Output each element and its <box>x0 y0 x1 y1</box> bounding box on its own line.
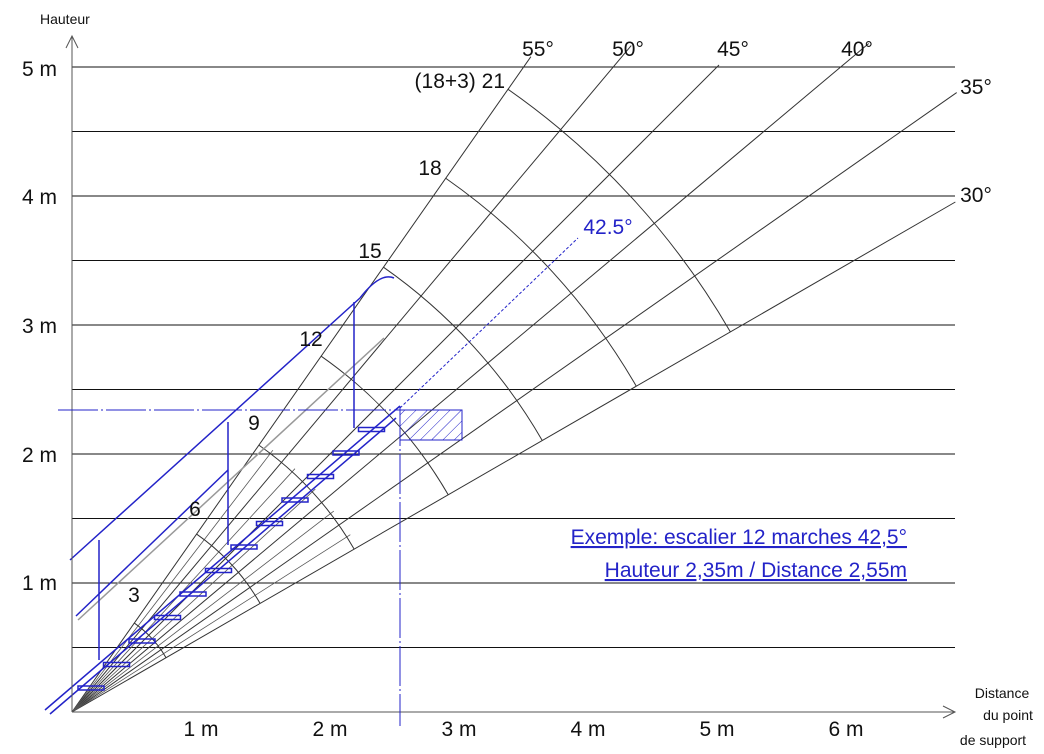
handrail <box>75 469 229 617</box>
ray <box>71 488 316 713</box>
step-arc <box>320 355 449 496</box>
ray <box>71 45 632 713</box>
step-label: 6 <box>189 498 201 521</box>
step <box>255 520 284 527</box>
angle-label: 45° <box>717 38 749 61</box>
stair-drawing <box>44 276 401 715</box>
step <box>102 661 131 668</box>
step-label: 15 <box>358 240 381 263</box>
floor-hatch <box>399 409 463 441</box>
step <box>306 473 335 480</box>
step-label: 3 <box>128 584 140 607</box>
handrail <box>77 337 385 621</box>
step-arc <box>445 177 637 387</box>
step <box>77 685 105 691</box>
step-arc <box>258 444 355 550</box>
step <box>153 614 182 621</box>
highlight-angle: 42.5° <box>583 216 632 239</box>
step-arc <box>383 266 543 441</box>
ray <box>71 92 957 713</box>
y-label: 4 m <box>22 186 57 209</box>
example-line: Exemple: escalier 12 marches 42,5° <box>571 526 907 549</box>
angle-label: 40° <box>841 38 873 61</box>
x-label: 2 m <box>312 718 347 741</box>
step-arc <box>507 88 731 333</box>
y-label: 3 m <box>22 315 57 338</box>
step-label: 12 <box>299 328 322 351</box>
x-title: Distance <box>975 685 1030 701</box>
step-arc <box>196 533 261 604</box>
angle-line <box>399 237 579 409</box>
ray <box>71 510 335 713</box>
example-line: Hauteur 2,35m / Distance 2,55m <box>605 559 907 582</box>
angle-rays <box>71 43 957 713</box>
step-label: 9 <box>248 412 260 435</box>
ray <box>71 201 956 713</box>
ray <box>71 468 296 713</box>
stringer <box>49 417 397 715</box>
x-title: du point <box>983 707 1033 723</box>
y-arrow <box>65 34 79 49</box>
x-label: 5 m <box>699 718 734 741</box>
y-title: Hauteur <box>40 11 90 27</box>
step <box>179 591 207 597</box>
angle-label: 50° <box>612 38 644 61</box>
x-title: de support <box>960 732 1026 748</box>
angle-label: 30° <box>960 184 992 207</box>
step <box>332 450 360 456</box>
ray <box>71 43 870 713</box>
angle-label: 55° <box>522 38 554 61</box>
x-label: 6 m <box>828 718 863 741</box>
step <box>281 497 309 503</box>
x-label: 3 m <box>441 718 476 741</box>
angle-label: 35° <box>960 76 992 99</box>
step <box>357 426 386 433</box>
ray <box>71 534 351 713</box>
x-label: 1 m <box>183 718 218 741</box>
handrail <box>69 297 361 561</box>
x-label: 4 m <box>570 718 605 741</box>
stringer <box>44 405 401 711</box>
y-label: 2 m <box>22 444 57 467</box>
handrail <box>359 276 395 299</box>
grid <box>72 66 955 648</box>
step-label: (18+3) 21 <box>415 70 505 93</box>
ray <box>71 64 720 713</box>
y-label: 1 m <box>22 572 57 595</box>
step <box>230 544 258 550</box>
ray <box>71 449 274 713</box>
step <box>128 638 156 644</box>
ray <box>71 56 532 713</box>
step <box>204 567 233 574</box>
step-label: 18 <box>418 157 441 180</box>
y-label: 5 m <box>22 58 57 81</box>
x-arrow <box>942 705 957 719</box>
